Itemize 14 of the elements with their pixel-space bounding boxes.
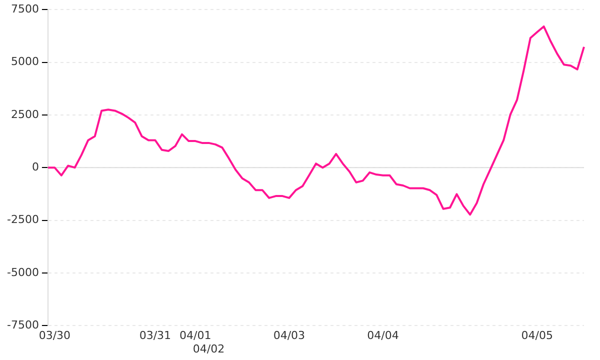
x-tick-label: 04/01 (180, 329, 212, 342)
x-tick-label: 03/30 (38, 329, 71, 342)
y-tick-label: -7500 (6, 318, 39, 332)
y-tick-label: -2500 (6, 213, 39, 226)
y-tick-label: -5000 (6, 266, 39, 279)
x-tick-label: 04/05 (521, 329, 553, 342)
x-tick-label: 04/03 (273, 329, 306, 342)
x-tick-label: 03/31 (139, 329, 172, 342)
x-tick-label: 04/04 (367, 329, 399, 342)
x-tick-label: 04/02 (192, 342, 225, 356)
y-tick-label: 2500 (10, 108, 39, 121)
y-tick-label: 5000 (10, 55, 39, 68)
y-tick-label: 7500 (10, 2, 39, 16)
y-tick-label: 0 (32, 160, 39, 174)
